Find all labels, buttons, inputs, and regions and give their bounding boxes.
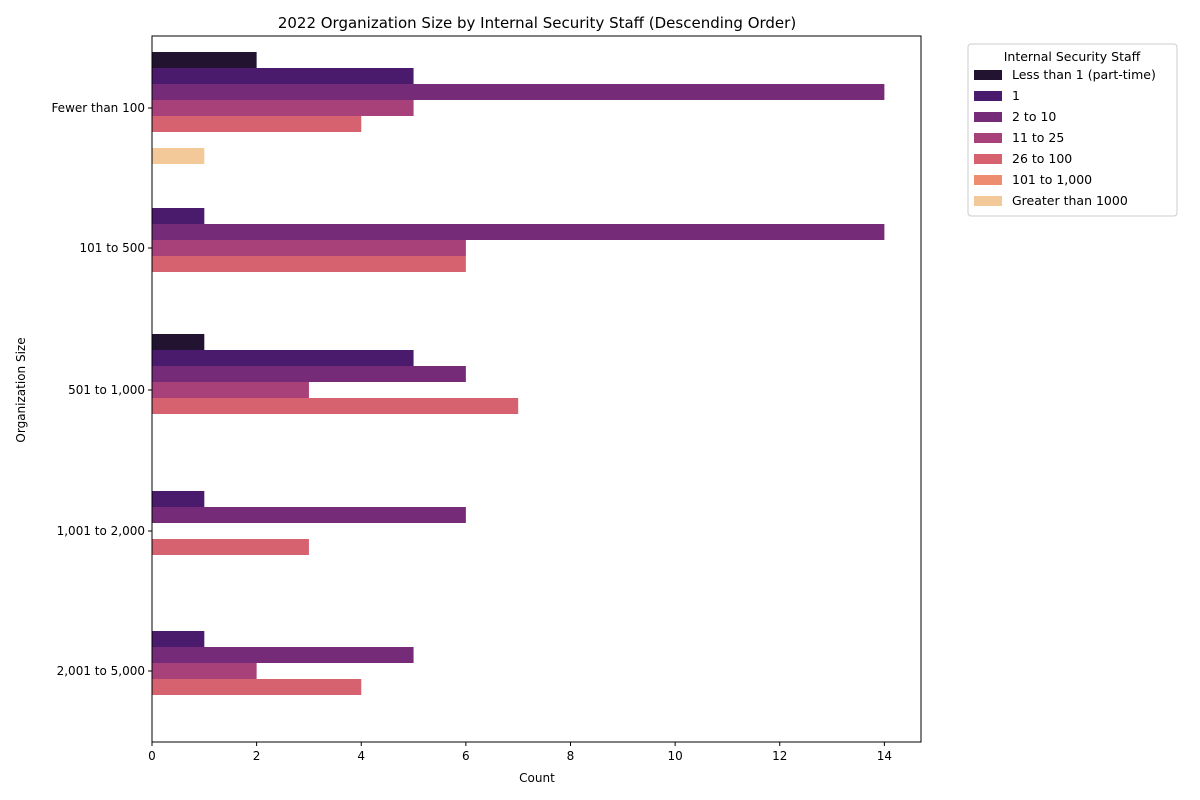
bar [152, 647, 414, 663]
y-tick-label: 501 to 1,000 [68, 383, 145, 397]
bar [152, 148, 205, 164]
bar [152, 663, 257, 679]
bar [152, 68, 414, 84]
x-tick-label: 12 [772, 749, 787, 763]
bar [152, 507, 466, 523]
plot-frame [151, 35, 922, 743]
y-tick-label: 2,001 to 5,000 [57, 664, 145, 678]
x-axis: 0 2 4 6 8 10 12 14 [148, 742, 892, 763]
legend-swatch [974, 112, 1002, 122]
legend-label: 101 to 1,000 [1012, 172, 1092, 187]
x-tick-label: 0 [148, 749, 156, 763]
x-tick-label: 6 [462, 749, 470, 763]
legend-label: 1 [1012, 88, 1020, 103]
bar [152, 539, 309, 555]
legend: Internal Security Staff Less than 1 (par… [967, 43, 1178, 217]
legend-items: Less than 1 (part-time) 1 2 to 10 11 to 25 2… [974, 67, 1156, 208]
legend-swatch [974, 91, 1002, 101]
legend-title: Internal Security Staff [1004, 49, 1141, 64]
bar [152, 366, 466, 382]
bar [152, 256, 466, 272]
y-tick-label: 101 to 500 [80, 241, 145, 255]
x-tick-label: 2 [253, 749, 261, 763]
bar [152, 631, 205, 647]
legend-swatch [974, 175, 1002, 185]
y-axis-label: Organization Size [14, 337, 28, 442]
bar [152, 224, 885, 240]
y-axis: Fewer than 100 101 to 500 501 to 1,000 1,00… [51, 101, 152, 678]
legend-label: Greater than 1000 [1012, 193, 1128, 208]
y-tick-label: 1,001 to 2,000 [57, 524, 145, 538]
legend-swatch [974, 154, 1002, 164]
bar [152, 52, 257, 68]
x-tick-label: 10 [667, 749, 682, 763]
legend-swatch [974, 133, 1002, 143]
x-tick-label: 14 [877, 749, 892, 763]
legend-swatch [974, 70, 1002, 80]
x-axis-label: Count [519, 771, 555, 785]
bar [152, 350, 414, 366]
bar [152, 334, 205, 350]
chart-title: 2022 Organization Size by Internal Secur… [278, 14, 796, 32]
x-tick-label: 4 [357, 749, 365, 763]
x-tick-label: 8 [567, 749, 575, 763]
legend-frame [967, 43, 1178, 217]
legend-swatch [974, 196, 1002, 206]
legend-label: Less than 1 (part-time) [1012, 67, 1156, 82]
legend-label: 11 to 25 [1012, 130, 1064, 145]
bar [152, 398, 519, 414]
bar [152, 491, 205, 507]
bar [152, 679, 362, 695]
bar [152, 208, 205, 224]
bar [152, 382, 309, 398]
bars [152, 52, 885, 695]
legend-label: 2 to 10 [1012, 109, 1056, 124]
bar [152, 100, 414, 116]
bar [152, 84, 885, 100]
legend-label: 26 to 100 [1012, 151, 1072, 166]
bar [152, 240, 466, 256]
y-tick-label: Fewer than 100 [51, 101, 145, 115]
bar [152, 116, 362, 132]
